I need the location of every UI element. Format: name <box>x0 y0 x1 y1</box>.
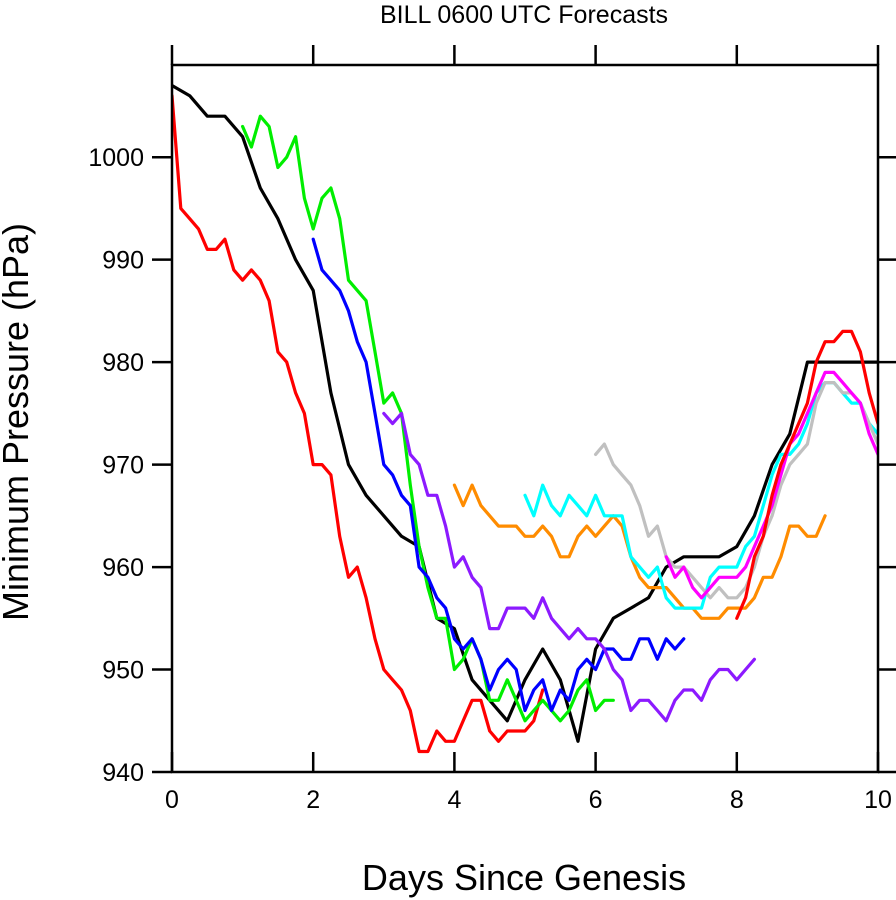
series-line-5 <box>382 411 757 723</box>
series-line-8 <box>593 381 878 600</box>
x-tick-label: 6 <box>589 786 603 814</box>
y-axis-label: Minimum Pressure (hPa) <box>0 223 36 621</box>
y-tick-label: 960 <box>102 554 144 582</box>
y-tick-label: 990 <box>102 247 144 275</box>
axis-ticks: 0 2 4 6 8 10 940 950 960 970 980 990 1000 <box>88 45 896 814</box>
series-line-9 <box>664 370 878 600</box>
x-tick-label: 2 <box>306 786 320 814</box>
y-tick-label: 970 <box>102 452 144 480</box>
plot-frame <box>170 63 880 774</box>
series-line-2 <box>172 94 545 754</box>
y-tick-label: 950 <box>102 657 144 685</box>
series-line-4 <box>311 237 686 713</box>
series-line-10 <box>735 329 878 620</box>
series-line-6 <box>452 483 827 620</box>
x-axis-label: Days Since Genesis <box>362 857 686 898</box>
x-tick-label: 0 <box>165 786 179 814</box>
series-layer <box>172 83 878 754</box>
series-line-3 <box>241 114 615 723</box>
x-tick-label: 4 <box>447 786 461 814</box>
series-line-7 <box>523 381 878 610</box>
y-tick-label: 980 <box>102 349 144 377</box>
x-tick-label: 10 <box>864 786 892 814</box>
y-tick-label: 940 <box>102 759 144 787</box>
y-tick-label: 1000 <box>88 144 144 172</box>
plot-border <box>170 63 880 774</box>
series-line-1 <box>172 83 878 743</box>
x-tick-label: 8 <box>730 786 744 814</box>
chart-title: BILL 0600 UTC Forecasts <box>380 1 668 29</box>
